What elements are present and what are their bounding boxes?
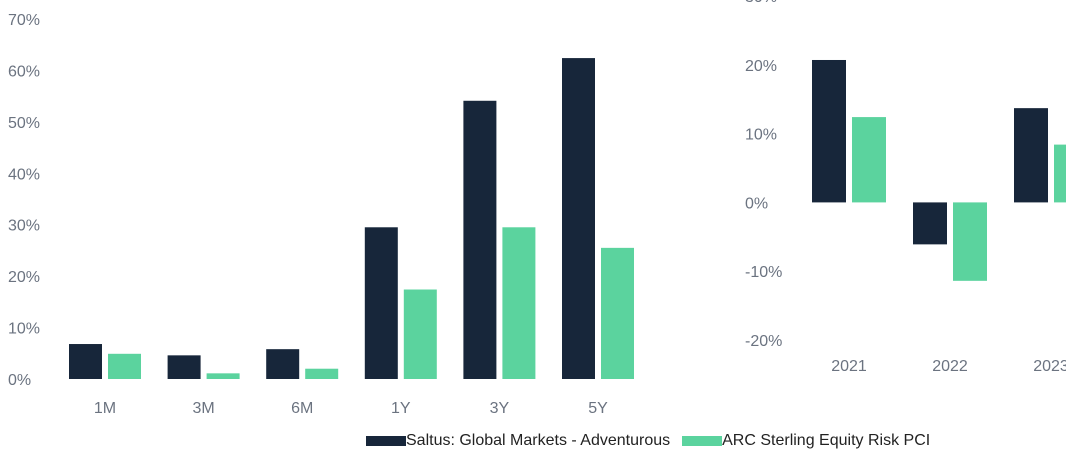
- y-tick-label: 30%: [8, 218, 40, 235]
- legend-item-series-a: Saltus: Global Markets - Adventurous: [366, 432, 670, 450]
- bar-series-a: [913, 202, 947, 245]
- bar-series-b: [502, 227, 536, 379]
- bar-series-a: [167, 355, 201, 379]
- legend-label-series-a: Saltus: Global Markets - Adventurous: [406, 432, 671, 449]
- y-tick-label: 50%: [8, 115, 40, 132]
- x-tick-label: 1Y: [391, 400, 411, 417]
- y-tick-label: 20%: [8, 269, 40, 286]
- bar-series-b: [953, 202, 987, 281]
- bar-series-a: [463, 100, 497, 380]
- x-tick-label: 2022: [932, 358, 968, 375]
- x-tick-label: 1M: [94, 400, 116, 417]
- x-tick-label: 2021: [831, 358, 867, 375]
- y-tick-label: 0%: [745, 195, 768, 212]
- legend-item-series-b: ARC Sterling Equity Risk PCI: [676, 432, 930, 450]
- bar-series-b: [108, 353, 141, 379]
- bar-series-a: [1014, 108, 1048, 203]
- x-tick-label: 3Y: [490, 400, 510, 417]
- y-tick-label: -10%: [745, 264, 782, 281]
- bar-series-a: [266, 349, 300, 379]
- bar-series-a: [364, 227, 398, 379]
- x-tick-label: 6M: [291, 400, 313, 417]
- discrete-performance-chart: -20% -10% 0% 10% 20% 30% 2021 2022 2023: [745, 0, 1066, 375]
- y-tick-label: 10%: [745, 127, 777, 144]
- bar-series-b: [1054, 144, 1066, 203]
- y-tick-label: 40%: [8, 166, 40, 183]
- bar-series-b: [403, 289, 437, 379]
- x-tick-label: 5Y: [588, 400, 608, 417]
- bar-series-b: [852, 117, 886, 203]
- chart-legend: Saltus: Global Markets - Adventurous ARC…: [366, 432, 936, 450]
- legend-swatch-series-b: [682, 436, 723, 446]
- legend-label-series-b: ARC Sterling Equity Risk PCI: [722, 432, 931, 449]
- y-tick-label: 0%: [8, 372, 31, 389]
- bar-series-b: [601, 247, 634, 379]
- y-tick-label: 10%: [8, 321, 40, 338]
- bar-series-a: [69, 344, 102, 379]
- y-tick-label: 60%: [8, 63, 40, 80]
- y-tick-label: 30%: [745, 0, 777, 6]
- bar-series-b: [206, 373, 240, 379]
- legend-swatch-series-a: [366, 436, 406, 446]
- y-tick-label: -20%: [745, 333, 782, 350]
- y-tick-label: 70%: [8, 12, 40, 29]
- bar-series-b: [305, 368, 339, 379]
- x-tick-label: 3M: [192, 400, 214, 417]
- bar-series-a: [812, 59, 846, 203]
- x-tick-label: 2023: [1033, 358, 1066, 375]
- y-tick-label: 20%: [745, 58, 777, 75]
- bar-series-a: [562, 58, 595, 379]
- cumulative-performance-chart: 0% 10% 20% 30% 40% 50% 60% 70% 1M 3M 6M 1Y 3Y 5Y: [8, 12, 634, 417]
